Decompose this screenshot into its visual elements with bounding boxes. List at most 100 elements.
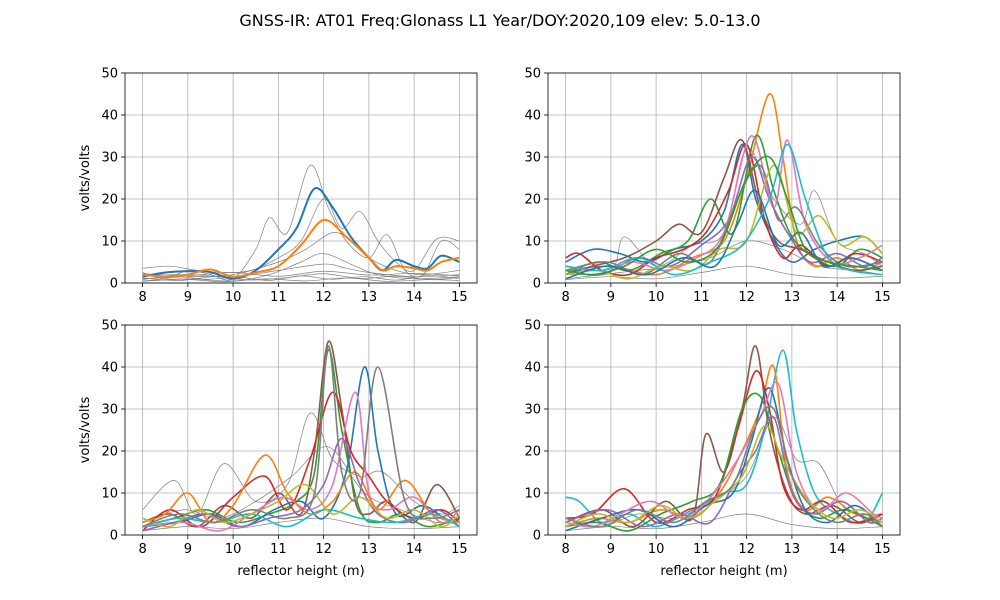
- y-tick-label: 20: [524, 193, 541, 208]
- x-tick-label: 10: [648, 290, 665, 305]
- series-line: [565, 381, 883, 528]
- series-group: [142, 165, 460, 283]
- x-tick-label: 14: [829, 542, 846, 557]
- y-tick-label: 30: [524, 151, 541, 166]
- y-tick-label: 40: [524, 109, 541, 124]
- panel-bottom-left: 8 9 10 11 12 13 14 15 0 10 20 30 40 50 reflector heigh…: [78, 319, 478, 579]
- series-line: [142, 391, 460, 532]
- x-tick-label: 11: [693, 542, 710, 557]
- y-tick-label: 10: [524, 235, 541, 250]
- series-line: [565, 415, 883, 528]
- axes-frame: [547, 324, 901, 536]
- series-group: [142, 340, 461, 532]
- x-axis-label: reflector height (m): [660, 564, 787, 579]
- y-tick-label: 20: [524, 445, 541, 460]
- series-line: [565, 143, 883, 276]
- y-tick-label: 30: [101, 151, 118, 166]
- y-tick-label: 40: [101, 361, 118, 376]
- x-tick-label: 10: [648, 542, 665, 557]
- series-line: [142, 198, 460, 273]
- axes-frame: [124, 324, 478, 536]
- y-tick-label: 10: [101, 235, 118, 250]
- y-tick-label: 10: [101, 487, 118, 502]
- series-line: [142, 345, 460, 528]
- y-tick-label: 30: [101, 403, 118, 418]
- x-tick-label: 9: [184, 290, 192, 305]
- x-tick-label: 13: [784, 290, 801, 305]
- y-axis-label: volts/volts: [78, 396, 93, 463]
- series-line: [142, 517, 460, 532]
- series-line: [142, 437, 460, 532]
- series-line: [565, 424, 883, 528]
- panel-top-left: 8 9 10 11 12 13 14 15 0 10 20 30 40 50 volts/volts: [78, 67, 478, 305]
- y-tick-label: 0: [110, 529, 118, 544]
- x-tick-label: 10: [225, 290, 242, 305]
- y-tick-label: 20: [101, 193, 118, 208]
- series-line: [565, 370, 883, 524]
- x-tick-label: 8: [561, 290, 569, 305]
- x-tick-label: 12: [315, 290, 332, 305]
- axes-frame: [547, 72, 901, 284]
- series-line: [142, 454, 460, 524]
- axes-frame: [124, 72, 478, 284]
- x-tick-label: 15: [451, 542, 468, 557]
- series-line: [565, 405, 883, 528]
- series-group: [565, 93, 883, 280]
- x-tick-label: 11: [270, 290, 287, 305]
- series-line: [565, 189, 883, 280]
- series-line: [142, 483, 460, 528]
- y-tick-label: 0: [533, 529, 541, 544]
- x-tick-label: 13: [361, 290, 378, 305]
- y-tick-label: 30: [524, 403, 541, 418]
- y-tick-label: 40: [524, 361, 541, 376]
- series-line: [142, 275, 460, 281]
- panel-bottom-right: 8 9 10 11 12 13 14 15 0 10 20 30 40 50 reflector heigh…: [524, 319, 901, 579]
- series-line: [565, 93, 883, 276]
- x-tick-label: 11: [270, 542, 287, 557]
- series-line: [142, 263, 460, 278]
- x-tick-label: 14: [406, 542, 423, 557]
- y-axis-label: volts/volts: [78, 144, 93, 211]
- x-tick-label: 15: [874, 542, 891, 557]
- y-tick-label: 50: [524, 319, 541, 334]
- x-tick-label: 8: [561, 542, 569, 557]
- y-tick-label: 10: [524, 487, 541, 502]
- x-tick-label: 12: [738, 542, 755, 557]
- x-tick-label: 14: [829, 290, 846, 305]
- series-line: [142, 165, 460, 281]
- x-tick-label: 8: [138, 290, 146, 305]
- x-tick-label: 8: [138, 542, 146, 557]
- series-line: [565, 265, 883, 280]
- series-line: [142, 187, 460, 280]
- series-line: [565, 513, 883, 532]
- series-line: [142, 270, 460, 277]
- x-tick-label: 13: [361, 542, 378, 557]
- series-line: [565, 155, 883, 276]
- y-tick-label: 50: [524, 67, 541, 82]
- y-tick-label: 40: [101, 109, 118, 124]
- series-line: [142, 412, 460, 515]
- x-tick-label: 10: [225, 542, 242, 557]
- x-axis-label: reflector height (m): [237, 564, 364, 579]
- series-line: [142, 277, 460, 283]
- figure-title: GNSS-IR: AT01 Freq:Glonass L1 Year/DOY:2…: [239, 11, 760, 30]
- y-tick-label: 50: [101, 319, 118, 334]
- x-tick-label: 15: [451, 290, 468, 305]
- series-line: [565, 392, 883, 532]
- x-tick-label: 12: [315, 542, 332, 557]
- series-line: [565, 143, 883, 263]
- y-tick-label: 0: [533, 277, 541, 292]
- x-tick-label: 13: [784, 542, 801, 557]
- x-tick-label: 9: [184, 542, 192, 557]
- series-line: [142, 366, 460, 528]
- y-tick-label: 0: [110, 277, 118, 292]
- x-tick-label: 14: [406, 290, 423, 305]
- series-line: [142, 218, 460, 278]
- y-tick-label: 20: [101, 445, 118, 460]
- series-line: [142, 391, 460, 532]
- panel-top-right: 8 9 10 11 12 13 14 15 0 10 20 30 40 50: [524, 67, 901, 305]
- series-line: [565, 417, 883, 528]
- y-tick-label: 50: [101, 67, 118, 82]
- series-line: [565, 135, 883, 272]
